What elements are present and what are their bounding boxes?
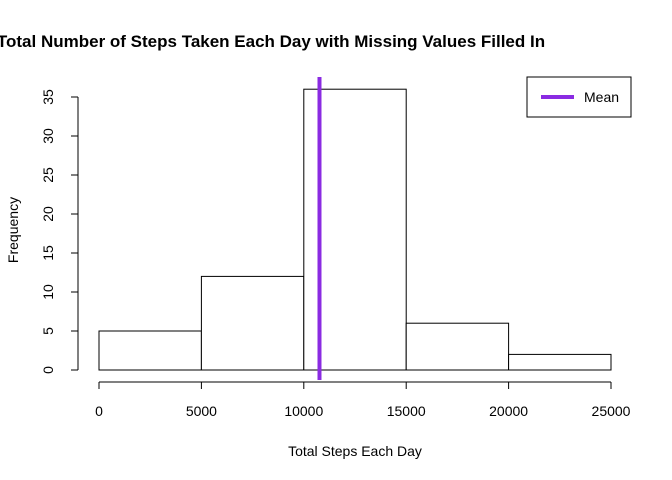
y-axis: 0 5 10 15 20 25 30 35 xyxy=(40,89,79,374)
x-axis-label: Total Steps Each Day xyxy=(288,443,422,459)
histogram-bar xyxy=(508,353,612,371)
x-tick-label: 5000 xyxy=(186,403,217,419)
y-tick-label: 20 xyxy=(40,206,56,222)
x-tick-label: 10000 xyxy=(284,403,323,419)
histogram-bar xyxy=(405,322,510,371)
x-tick-label: 0 xyxy=(95,403,103,419)
y-tick-label: 5 xyxy=(40,327,56,335)
histogram-bar xyxy=(200,275,305,371)
chart-title: Total Number of Steps Taken Each Day wit… xyxy=(0,32,545,51)
y-tick-label: 0 xyxy=(40,366,56,374)
x-tick-label: 25000 xyxy=(592,403,631,419)
legend: Mean xyxy=(526,76,632,118)
legend-mean-label: Mean xyxy=(584,89,619,105)
y-tick-label: 35 xyxy=(40,89,56,105)
y-axis-label: Frequency xyxy=(5,197,21,263)
y-tick-label: 15 xyxy=(40,245,56,261)
histogram-bar xyxy=(98,330,202,371)
x-tick-label: 15000 xyxy=(387,403,426,419)
x-axis: 0 5000 10000 15000 20000 25000 xyxy=(95,381,631,419)
histogram-bars xyxy=(98,88,612,371)
y-tick-label: 25 xyxy=(40,167,56,183)
x-tick-label: 20000 xyxy=(489,403,528,419)
y-tick-label: 10 xyxy=(40,284,56,300)
y-tick-label: 30 xyxy=(40,128,56,144)
